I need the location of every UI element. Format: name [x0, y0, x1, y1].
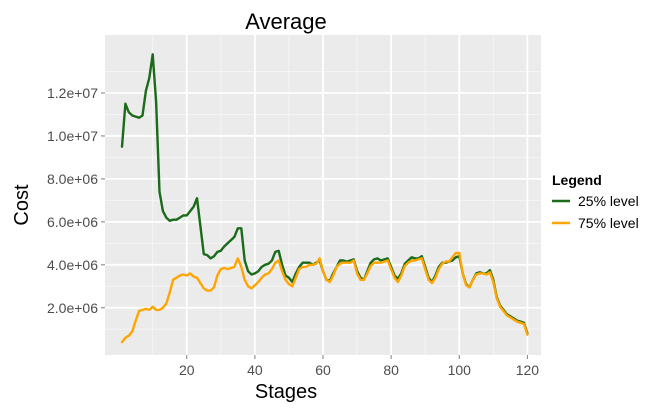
- y-tick-label: 8.0e+06: [47, 171, 98, 187]
- x-tick-label: 40: [247, 362, 263, 378]
- x-tick-label: 100: [448, 362, 472, 378]
- x-tick-label: 60: [315, 362, 331, 378]
- x-axis: 20 40 60 80 100 120: [179, 355, 539, 378]
- y-tick-label: 4.0e+06: [47, 257, 98, 273]
- y-tick-label: 1.0e+07: [47, 128, 98, 144]
- x-axis-title: Stages: [255, 381, 317, 403]
- y-tick-label: 1.2e+07: [47, 85, 98, 101]
- x-tick-label: 120: [516, 362, 540, 378]
- legend-label-2: 75% level: [578, 215, 639, 231]
- chart-title: Average: [245, 9, 327, 34]
- legend-items: 25% level 75% level: [552, 193, 639, 231]
- legend-label-1: 25% level: [578, 193, 639, 209]
- series-lines: [120, 53, 529, 344]
- x-tick-label: 80: [383, 362, 399, 378]
- y-axis-title: Cost: [11, 184, 33, 226]
- y-tick-label: 6.0e+06: [47, 214, 98, 230]
- legend: Legend 25% level 75% level: [552, 172, 639, 231]
- series-line-2: [120, 251, 529, 344]
- y-axis: 2.0e+06 4.0e+06 6.0e+06 8.0e+06 1.0e+07 1.2e+…: [47, 85, 105, 316]
- grid-major: [105, 35, 541, 355]
- x-tick-label: 20: [179, 362, 195, 378]
- legend-title: Legend: [552, 172, 602, 188]
- y-tick-label: 2.0e+06: [47, 300, 98, 316]
